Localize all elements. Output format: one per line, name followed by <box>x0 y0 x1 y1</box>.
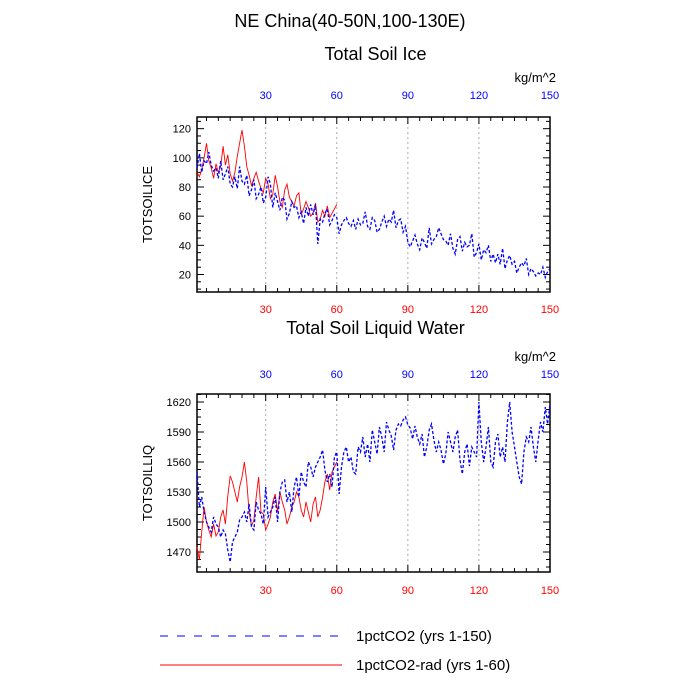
x-tick-label-bottom: 150 <box>541 585 559 597</box>
x-tick-label-top: 150 <box>541 369 559 381</box>
y-tick-label: 1500 <box>167 517 191 529</box>
y-tick-label: 60 <box>179 211 191 223</box>
x-tick-label-top: 60 <box>331 369 343 381</box>
x-tick-label-top: 60 <box>331 90 343 102</box>
x-tick-label-top: 90 <box>402 90 414 102</box>
x-tick-label-bottom: 30 <box>260 304 272 316</box>
x-tick-label-top: 30 <box>260 90 272 102</box>
chart-title: Total Soil Ice <box>324 44 426 64</box>
x-tick-label-bottom: 120 <box>470 585 488 597</box>
x-tick-label-bottom: 60 <box>331 304 343 316</box>
x-tick-label-bottom: 30 <box>260 585 272 597</box>
y-tick-label: 20 <box>179 270 191 282</box>
chart-title: Total Soil Liquid Water <box>286 318 464 338</box>
y-tick-label: 100 <box>173 153 191 165</box>
series-line-1pctco2-rad <box>196 461 338 561</box>
series-line-1pctco2 <box>196 401 551 563</box>
y-tick-label: 40 <box>179 240 191 252</box>
x-tick-label-top: 90 <box>402 369 414 381</box>
y-tick-label: 1470 <box>167 547 191 559</box>
x-tick-label-top: 150 <box>541 90 559 102</box>
y-tick-label: 1530 <box>167 487 191 499</box>
units-label: kg/m^2 <box>514 70 556 85</box>
y-tick-label: 1620 <box>167 397 191 409</box>
x-tick-label-bottom: 150 <box>541 304 559 316</box>
y-axis-label: TOTSOILICE <box>140 166 155 243</box>
x-tick-label-top: 30 <box>260 369 272 381</box>
y-tick-label: 1560 <box>167 457 191 469</box>
x-tick-label-bottom: 120 <box>470 304 488 316</box>
y-tick-label: 80 <box>179 182 191 194</box>
plot-frame <box>196 116 551 293</box>
x-tick-label-bottom: 90 <box>402 585 414 597</box>
page-title: NE China(40-50N,100-130E) <box>234 11 466 31</box>
y-tick-label: 1590 <box>167 427 191 439</box>
legend-label: 1pctCO2-rad (yrs 1-60) <box>356 657 510 674</box>
x-tick-label-top: 120 <box>470 90 488 102</box>
x-tick-label-bottom: 90 <box>402 304 414 316</box>
y-tick-label: 120 <box>173 124 191 136</box>
units-label: kg/m^2 <box>514 349 556 364</box>
x-tick-label-top: 120 <box>470 369 488 381</box>
legend-label: 1pctCO2 (yrs 1-150) <box>356 628 492 645</box>
x-tick-label-bottom: 60 <box>331 585 343 597</box>
series-line-1pctco2 <box>196 151 551 280</box>
plot-frame <box>196 393 551 573</box>
y-axis-label: TOTSOILLIQ <box>140 445 155 521</box>
